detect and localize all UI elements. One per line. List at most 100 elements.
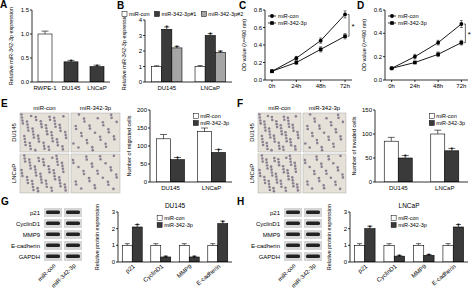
cell [271, 116, 274, 119]
error-bar [42, 31, 49, 34]
cell [113, 138, 116, 141]
cell [261, 135, 264, 138]
cell [108, 131, 111, 134]
legend-label: miR-342-3p#2 [208, 11, 243, 17]
cell [32, 130, 35, 133]
error-bar [270, 70, 273, 72]
cell [33, 136, 36, 139]
legend-swatch [122, 12, 127, 17]
cell [39, 172, 42, 175]
cell [85, 139, 88, 142]
y-tick [148, 164, 150, 165]
cell [278, 144, 281, 147]
significance: * [193, 253, 196, 262]
bracket [348, 14, 350, 36]
marker [460, 41, 464, 45]
cell [278, 164, 281, 167]
cell [61, 165, 64, 168]
y-tick-label: 0 [112, 259, 116, 265]
y-tick [143, 51, 145, 52]
cell [85, 155, 88, 158]
bar [215, 53, 225, 82]
blot-band [306, 222, 320, 226]
cell [281, 133, 284, 136]
cell [58, 176, 61, 179]
cell [23, 154, 26, 157]
protein-label: CyclinD1 [16, 221, 41, 227]
cell [45, 179, 48, 182]
y-axis [118, 212, 119, 262]
blot-band [306, 233, 320, 237]
y-tick [348, 262, 350, 263]
error-bar [344, 34, 347, 39]
cell [336, 166, 339, 169]
cell [282, 165, 285, 168]
x-tick-label: 24h [410, 83, 420, 89]
significance: * [217, 146, 220, 155]
cell [99, 135, 102, 138]
y-axis-label: Number of invaded cells [351, 116, 357, 175]
legend: miR-conmiR-342-3p [388, 13, 427, 26]
cell [313, 117, 316, 120]
y-tick-label: 100 [137, 143, 148, 149]
cell [297, 189, 300, 192]
marker [270, 14, 274, 18]
panel-letter: G [1, 196, 9, 207]
y-tick-label: 1.5 [21, 7, 30, 13]
error-bar [413, 54, 416, 59]
x-tick-label: 72h [340, 83, 350, 89]
cell [61, 162, 64, 165]
cell [272, 187, 275, 190]
blot-background [44, 219, 62, 228]
x-tick-label: DU145 [161, 185, 180, 191]
blot-background [284, 208, 302, 217]
cell [318, 127, 321, 130]
cell [53, 175, 56, 178]
marker [390, 14, 394, 18]
marker [270, 21, 274, 25]
cell [289, 158, 292, 161]
x-tick-label: DU145 [157, 85, 176, 91]
cell [24, 160, 27, 163]
cell [37, 190, 40, 193]
cell [48, 171, 51, 174]
cell [293, 162, 296, 165]
cell [263, 120, 266, 123]
marks [157, 128, 226, 182]
cell [61, 145, 64, 148]
row-label: DU145 [249, 123, 255, 142]
significance: * [69, 57, 72, 66]
marker [413, 61, 417, 65]
blot-band [286, 211, 300, 215]
cell [50, 131, 53, 134]
cell [289, 141, 292, 144]
blot-band [46, 255, 60, 259]
cell [47, 165, 50, 168]
cell [80, 132, 83, 135]
y-tick-label: 0.0 [21, 79, 30, 85]
blot-band [286, 222, 300, 226]
cell [306, 125, 309, 128]
cell [311, 132, 314, 135]
protein-label: p21 [30, 210, 41, 216]
y-axis-label: OD value (λ=490 nm) [241, 19, 247, 72]
cell [304, 142, 307, 145]
y-tick [263, 62, 265, 63]
cell [110, 169, 113, 172]
cell [318, 180, 321, 183]
error-bar [390, 67, 393, 69]
cell [74, 125, 77, 128]
error-bar [460, 40, 463, 45]
cell [75, 128, 78, 131]
bar [384, 141, 398, 182]
y-tick [383, 33, 385, 34]
marks [38, 31, 104, 82]
y-tick [148, 146, 150, 147]
cell [83, 173, 86, 176]
significance: * [165, 23, 168, 32]
cell [51, 156, 54, 159]
x-tick-label: MMP9 [176, 263, 194, 279]
y-tick-label: 3 [344, 209, 348, 215]
cell [277, 141, 280, 144]
blot-band [306, 255, 320, 259]
